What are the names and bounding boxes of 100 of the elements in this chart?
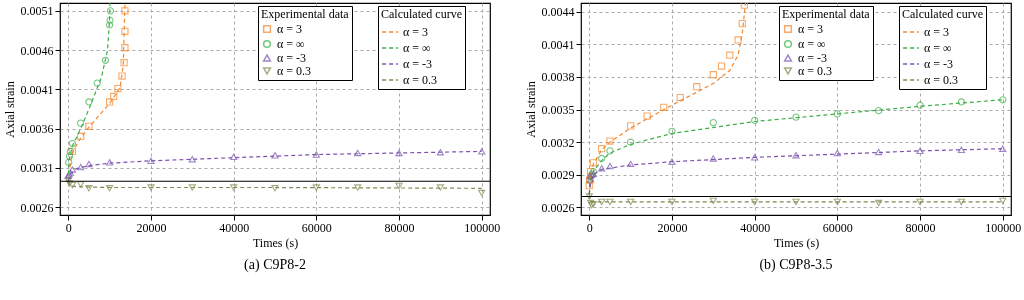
- point: [68, 166, 77, 173]
- legend-label: α = ∞: [924, 41, 952, 55]
- point: [312, 184, 320, 191]
- point: [606, 198, 614, 206]
- legend-label: α = 3: [924, 25, 950, 39]
- legend-label: α = 0.3: [277, 64, 312, 78]
- point: [585, 182, 593, 190]
- point: [105, 98, 114, 106]
- point: [668, 158, 676, 165]
- point: [85, 122, 93, 130]
- point: [188, 184, 196, 191]
- y-axis-title: Axial strain: [2, 81, 17, 138]
- point: [606, 147, 614, 155]
- point: [147, 157, 155, 165]
- y-tick-label: 0.0041: [541, 37, 575, 52]
- point: [354, 149, 362, 157]
- point: [105, 185, 114, 192]
- point: [643, 112, 651, 120]
- legend-label: α = ∞: [277, 37, 305, 51]
- point: [395, 149, 403, 157]
- x-axis-title: Times (s): [773, 235, 820, 250]
- point: [65, 180, 74, 187]
- y-tick-label: 0.0032: [541, 135, 575, 150]
- x-tick-label: 0: [65, 220, 72, 235]
- point: [65, 158, 73, 167]
- point: [110, 92, 118, 101]
- point: [147, 184, 155, 191]
- point: [230, 184, 238, 191]
- legend-label: α = 3: [798, 22, 824, 36]
- point: [120, 59, 128, 67]
- point: [668, 198, 676, 206]
- point: [660, 103, 668, 111]
- point: [734, 36, 742, 44]
- point: [85, 185, 93, 192]
- y-tick-label: 0.0035: [541, 103, 575, 118]
- point: [999, 96, 1007, 104]
- point: [77, 181, 85, 188]
- point: [726, 51, 734, 59]
- point: [105, 159, 114, 166]
- y-tick-label: 0.0041: [20, 82, 54, 97]
- point: [606, 137, 614, 145]
- x-tick-label: 100000: [985, 220, 1022, 235]
- point: [77, 119, 85, 127]
- point: [478, 148, 486, 155]
- point: [114, 84, 122, 93]
- point: [792, 113, 800, 121]
- point: [598, 198, 606, 206]
- x-tick-label: 40000: [219, 220, 250, 235]
- y-tick-label: 0.0026: [20, 200, 54, 215]
- point: [916, 147, 924, 155]
- point: [312, 151, 320, 158]
- y-axis-title: Axial strain: [523, 81, 538, 138]
- x-tick-label: 20000: [136, 220, 167, 235]
- point: [101, 56, 110, 64]
- point: [792, 198, 800, 206]
- point: [589, 159, 598, 167]
- point: [676, 93, 684, 102]
- point: [709, 155, 717, 162]
- point: [271, 152, 279, 159]
- point: [709, 71, 717, 79]
- y-tick-label: 0.0046: [20, 43, 54, 58]
- point: [957, 198, 966, 206]
- point: [598, 154, 606, 163]
- y-tick-label: 0.0026: [541, 200, 575, 215]
- point: [395, 182, 403, 190]
- point: [85, 160, 93, 168]
- point: [354, 184, 362, 191]
- point: [668, 127, 676, 135]
- point: [93, 79, 101, 87]
- point: [105, 21, 114, 29]
- point: [626, 160, 635, 168]
- point: [751, 198, 759, 206]
- point: [85, 98, 93, 106]
- point: [875, 199, 883, 207]
- x-tick-label: 60000: [301, 220, 332, 235]
- point: [875, 148, 883, 156]
- point: [68, 139, 77, 148]
- legend-label: α = -3: [277, 51, 307, 65]
- legend-label: α = -3: [924, 57, 954, 71]
- point: [916, 198, 924, 206]
- point: [626, 198, 635, 206]
- point: [77, 132, 85, 141]
- point: [626, 122, 635, 130]
- point: [792, 151, 800, 159]
- point: [999, 145, 1007, 152]
- point: [751, 154, 759, 161]
- point: [598, 145, 606, 153]
- point: [118, 72, 126, 80]
- legend-title: Experimental data: [782, 7, 871, 21]
- point: [833, 110, 841, 118]
- x-tick-label: 0: [586, 220, 593, 235]
- point: [693, 83, 701, 91]
- y-tick-label: 0.0044: [541, 5, 575, 20]
- legend-label: α = -3: [403, 57, 433, 71]
- point: [121, 44, 129, 52]
- annotation: Calculated curve: [902, 7, 983, 21]
- point: [271, 185, 279, 192]
- point: [606, 162, 614, 170]
- y-tick-label: 0.0031: [20, 161, 54, 176]
- point: [65, 152, 74, 160]
